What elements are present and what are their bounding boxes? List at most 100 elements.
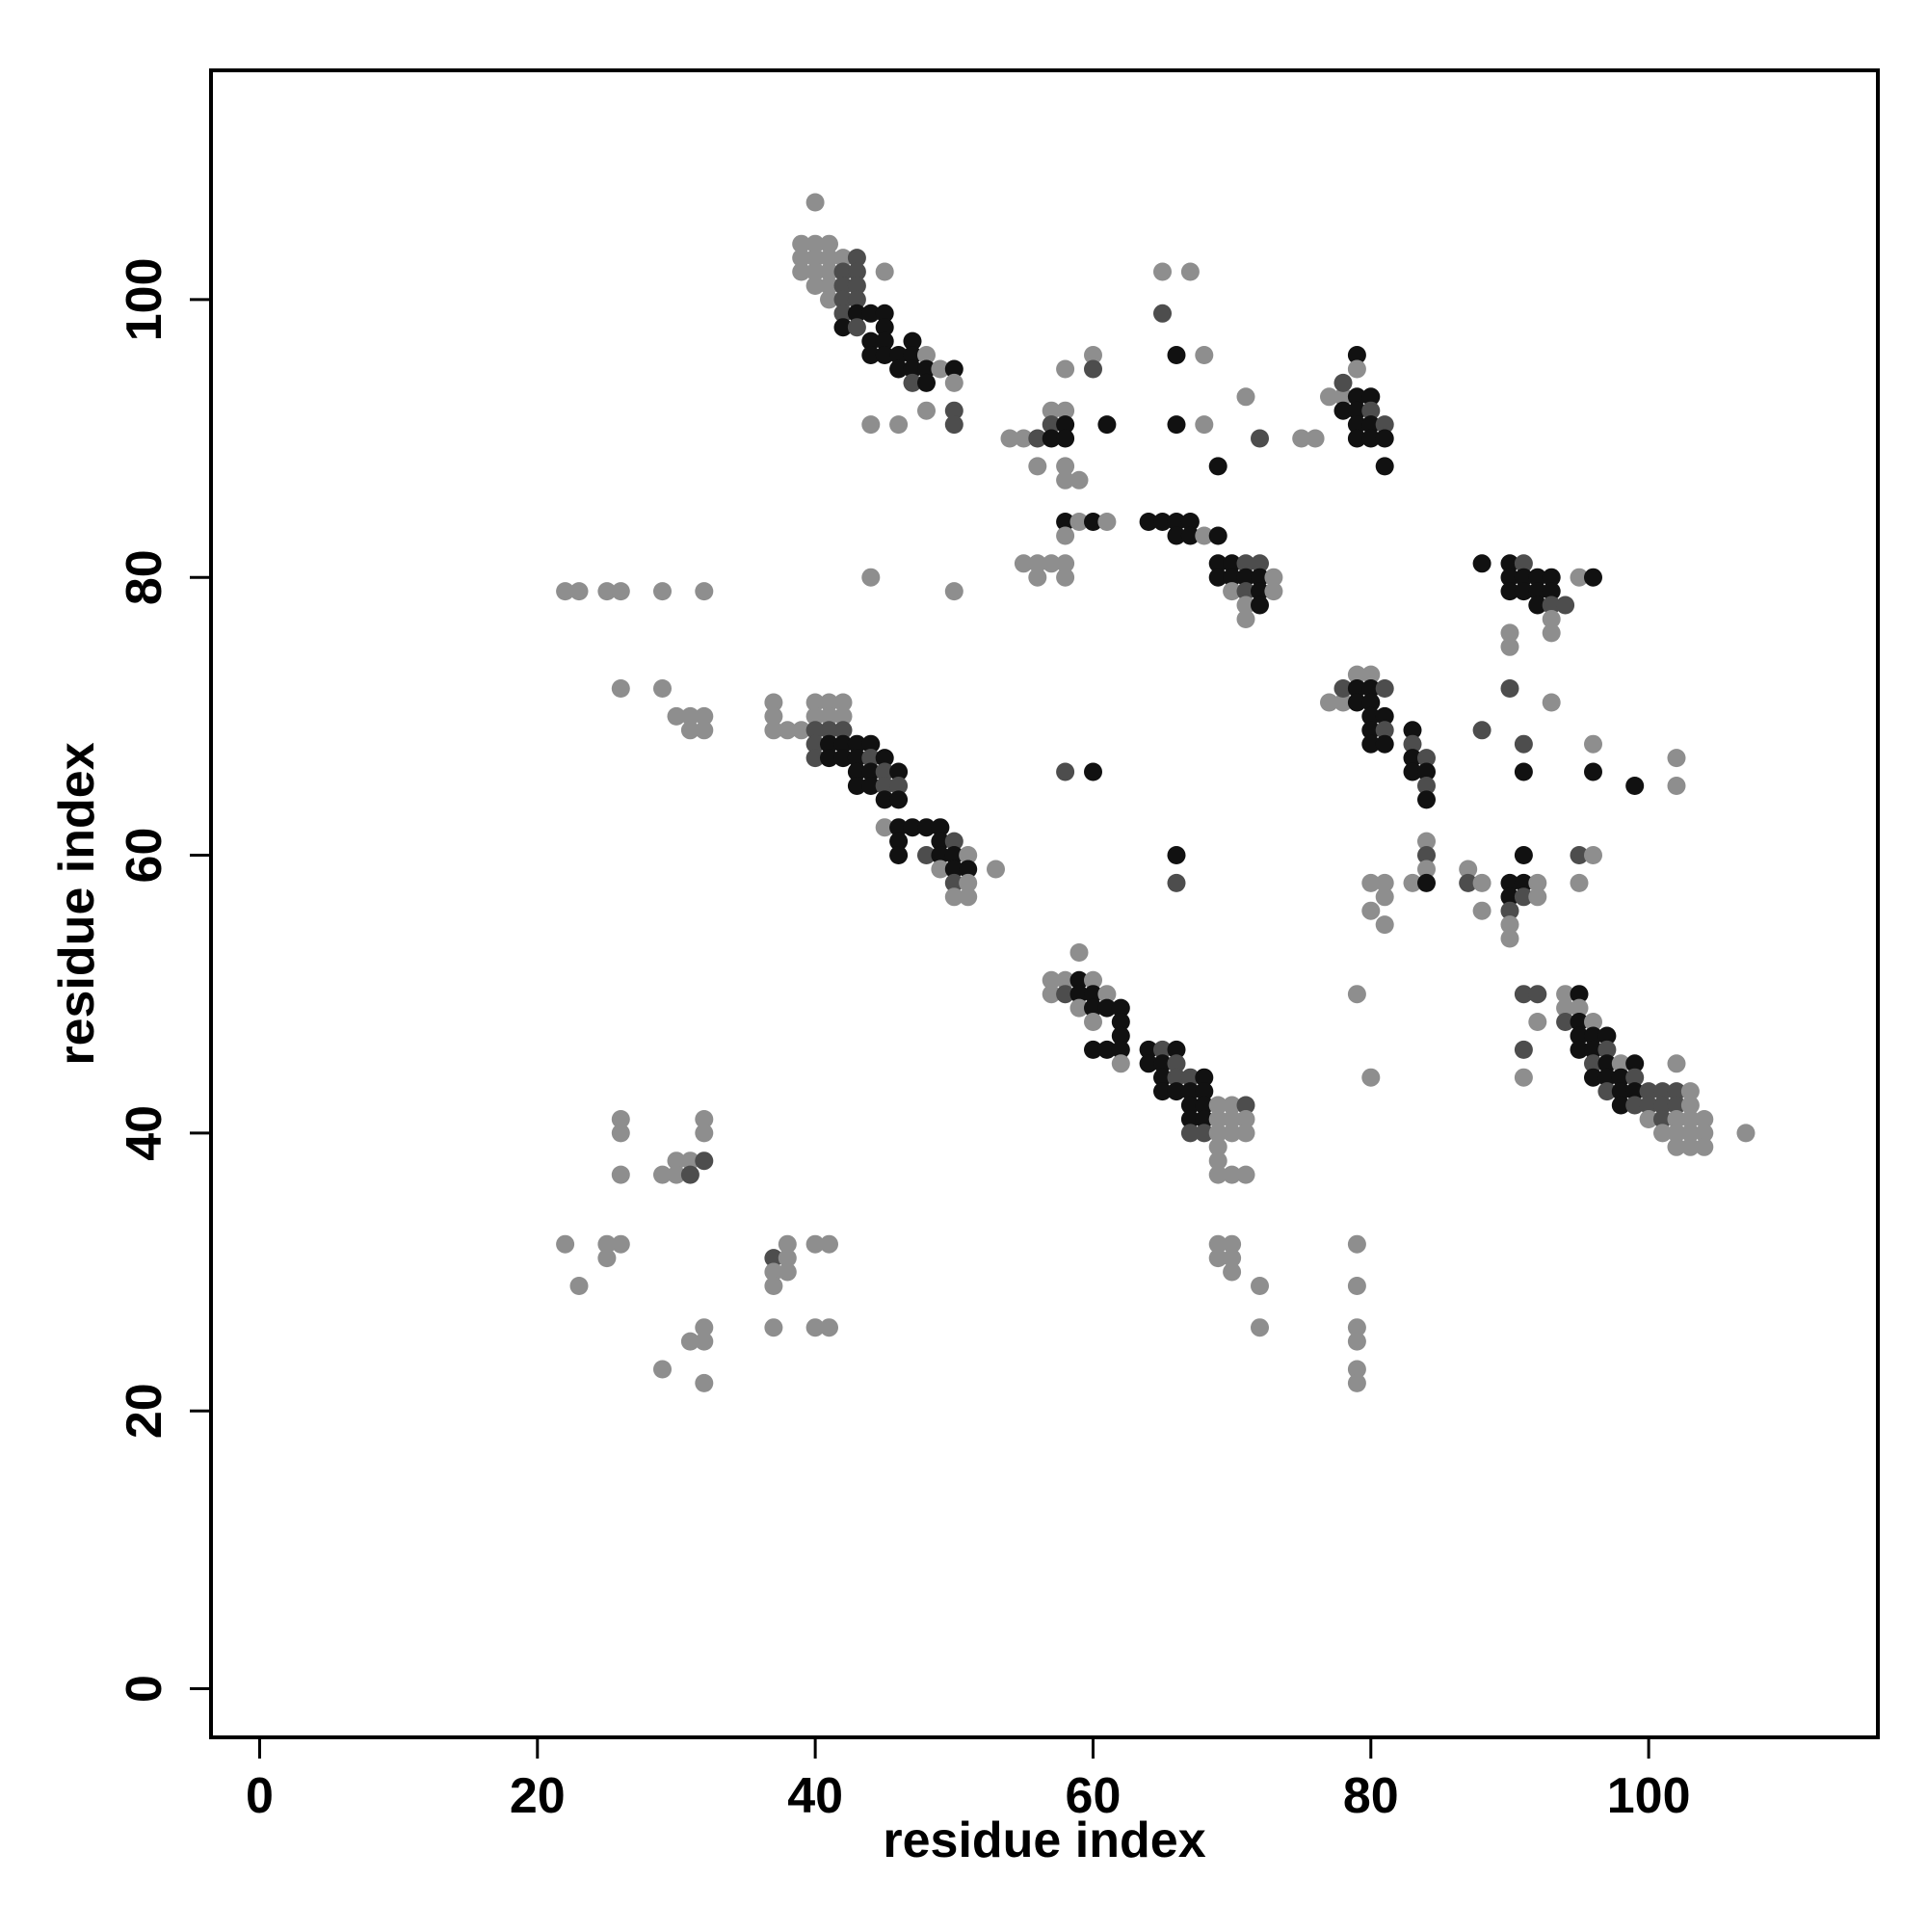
contact-point [820,1318,838,1337]
contact-point [875,304,894,323]
contact-point [1320,387,1338,407]
contact-point [778,721,797,740]
contact-point [611,582,630,601]
contact-point [1667,777,1686,795]
contact-point [1223,554,1242,573]
contact-point [847,318,866,337]
contact-point [695,706,714,726]
contact-point [1180,513,1200,531]
contact-point [1042,554,1061,573]
contact-point [1375,429,1394,448]
contact-point [861,346,881,364]
contact-point [1625,1068,1645,1087]
contact-point [1417,777,1436,795]
contact-point [1403,749,1422,768]
contact-point [917,359,936,379]
contact-point [820,1234,838,1254]
contact-point [861,734,881,754]
contact-point [1514,1040,1533,1059]
contact-point [1111,1013,1130,1031]
contact-point [1000,429,1019,448]
contact-point [695,1332,714,1351]
contact-point [917,346,936,364]
contact-point [889,777,909,795]
contact-point [1333,373,1353,392]
contact-point [1375,887,1394,907]
contact-point [1403,762,1422,781]
contact-point [1347,415,1366,435]
contact-point [1542,568,1561,587]
contact-point [1056,762,1075,781]
contact-point [847,762,866,781]
contact-point [1251,1277,1269,1295]
contact-point [1084,359,1102,379]
contact-point [1056,457,1075,476]
contact-point [695,1110,714,1128]
contact-point [1236,387,1255,407]
contact-point [1500,901,1519,920]
contact-point [1153,1082,1172,1101]
contact-point [1167,873,1186,892]
contact-point [1347,1373,1366,1392]
contact-point [944,832,964,851]
contact-point [1223,582,1242,601]
contact-point [1361,873,1381,892]
contact-point [1500,554,1519,573]
y-tick-label: 20 [117,1383,172,1439]
contact-point [1542,693,1561,712]
contact-point [944,860,964,879]
contact-point [875,818,894,837]
contact-point [1014,429,1033,448]
contact-point [1251,582,1269,601]
contact-point [959,860,978,879]
contact-point [1375,873,1394,892]
contact-point [1695,1137,1714,1156]
contact-point [1625,1082,1645,1101]
contact-point [1667,1110,1686,1128]
contact-point [611,1110,630,1128]
x-tick-label: 100 [1607,1768,1691,1824]
contact-point [1597,1082,1617,1101]
contact-point [1084,346,1102,364]
contact-point [903,346,922,364]
contact-point [931,860,950,879]
contact-point [667,1165,686,1184]
contact-point [1069,970,1089,990]
contact-point [917,401,936,420]
y-tick-label: 60 [117,828,172,884]
contact-point [805,262,825,281]
contact-point [1069,985,1089,1004]
contact-point [1195,1096,1214,1115]
contact-point [1514,554,1533,573]
contact-point [1153,1040,1172,1059]
contact-point [1097,513,1117,531]
contact-point [1111,998,1130,1018]
contact-point [1375,415,1394,435]
x-tick-label: 60 [1066,1768,1122,1824]
contact-point [1167,513,1186,531]
contact-point [764,1318,783,1337]
contact-point [1195,346,1214,364]
contact-point [944,887,964,907]
contact-point [805,234,825,253]
contact-point [805,721,825,740]
contact-point [944,373,964,392]
contact-point [1528,887,1547,907]
contact-point [1167,526,1186,545]
contact-point [1251,1318,1269,1337]
contact-point [792,721,811,740]
contact-point [1236,582,1255,601]
contact-point [1208,1137,1227,1156]
contact-point [1570,1013,1589,1031]
contact-point [1667,1124,1686,1143]
contact-point [1153,1054,1172,1073]
contact-point [903,373,922,392]
y-axis-label: residue index [49,742,105,1065]
contact-point [556,582,575,601]
contact-point [1584,1026,1602,1045]
contact-point [1236,610,1255,628]
contact-point [569,1277,589,1295]
contact-point [820,277,838,295]
